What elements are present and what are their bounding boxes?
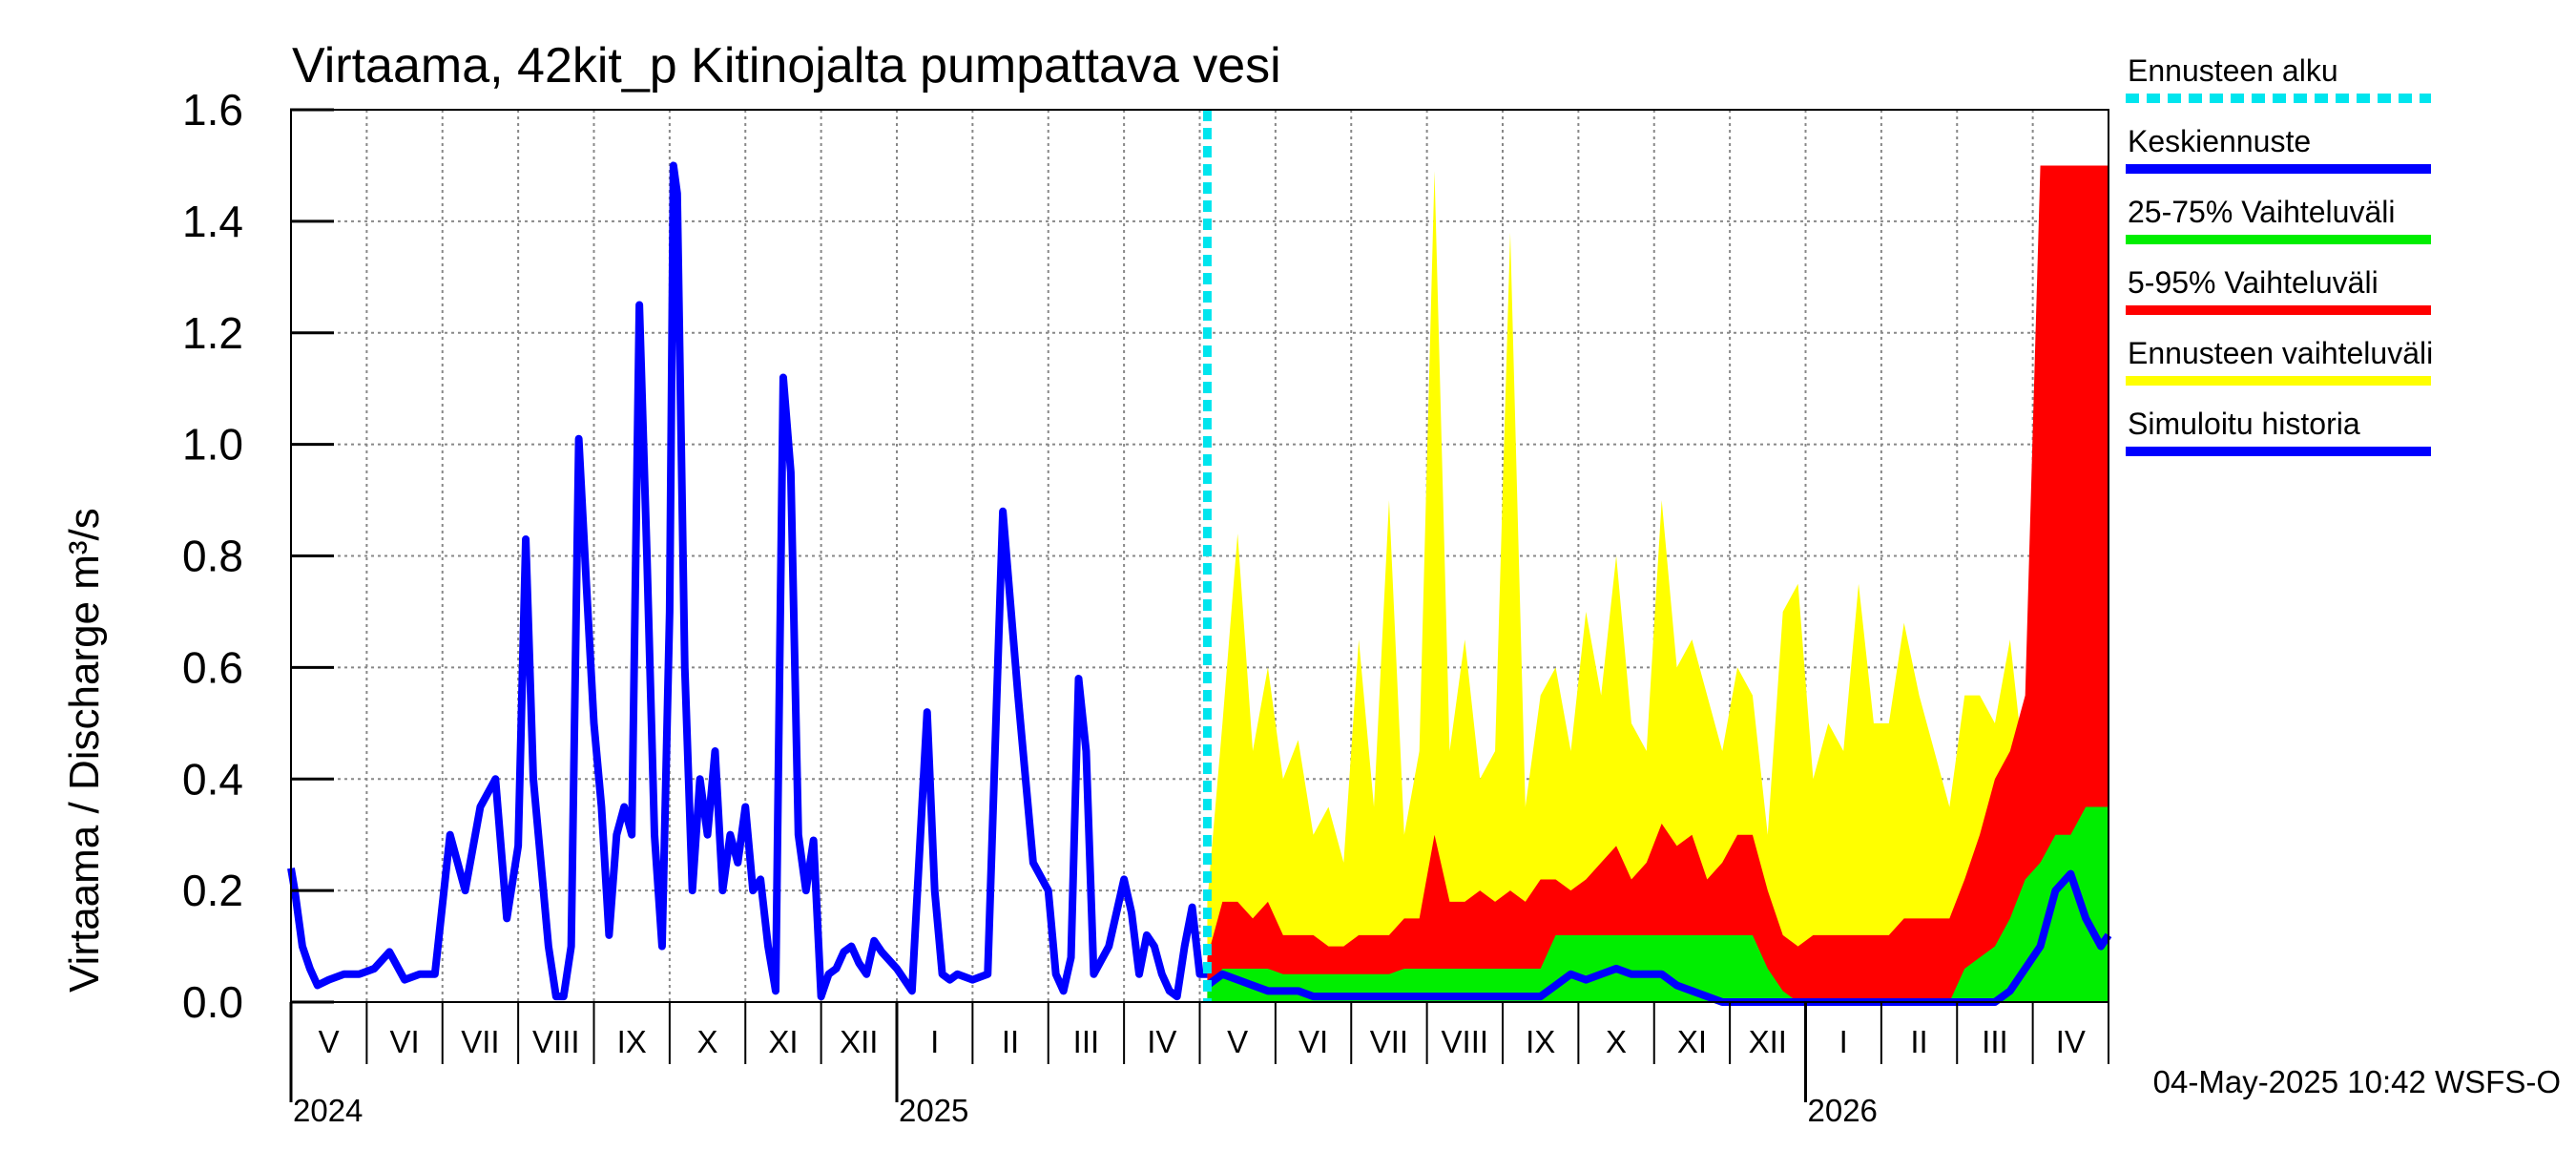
y-tick-label: 1.2	[182, 308, 243, 358]
x-month-label: III	[1073, 1024, 1100, 1059]
line-simuloitu-historia	[287, 161, 1208, 1001]
y-tick-label: 1.4	[182, 197, 243, 246]
x-year-label: 2025	[899, 1093, 968, 1128]
legend-label: 5-95% Vaihteluväli	[2128, 265, 2379, 300]
y-tick-label: 0.4	[182, 754, 243, 804]
y-tick-label: 0.0	[182, 977, 243, 1027]
legend-label: Ennusteen alku	[2128, 53, 2338, 88]
legend: Ennusteen alku Keskiennuste 25-75% Vaihtel…	[2126, 53, 2433, 456]
series-layer	[287, 110, 2112, 1006]
y-axis-label: Virtaama / Discharge m³/s	[61, 508, 108, 993]
y-tick-label: 1.6	[182, 85, 243, 135]
x-month-label: VIII	[1442, 1024, 1489, 1059]
legend-label: 25-75% Vaihteluväli	[2128, 195, 2395, 229]
x-month-label: VII	[461, 1024, 499, 1059]
x-month-label: VIII	[532, 1024, 580, 1059]
x-month-label: IX	[617, 1024, 647, 1059]
legend-label: Keskiennuste	[2128, 124, 2311, 158]
x-month-label: X	[697, 1024, 718, 1059]
x-month-label: II	[1910, 1024, 1927, 1059]
y-tick-label: 1.0	[182, 420, 243, 470]
axes: 0.00.20.40.60.81.01.21.41.6V VI VII VIII IX X…	[182, 85, 2109, 1128]
x-year-label: 2024	[293, 1093, 363, 1128]
x-month-label: IX	[1526, 1024, 1555, 1059]
legend-label: Ennusteen vaihteluväli	[2128, 336, 2433, 370]
x-month-label: IV	[1147, 1024, 1176, 1059]
x-month-label: XII	[1749, 1024, 1787, 1059]
x-month-label: VI	[389, 1024, 419, 1059]
x-month-label: XI	[768, 1024, 798, 1059]
x-month-label: I	[930, 1024, 939, 1059]
legend-label: Simuloitu historia	[2128, 407, 2360, 441]
x-month-label: V	[1227, 1024, 1248, 1059]
footer-timestamp: 04-May-2025 10:42 WSFS-O	[2153, 1064, 2561, 1099]
x-month-label: XII	[840, 1024, 878, 1059]
x-year-label: 2026	[1808, 1093, 1878, 1128]
chart-title: Virtaama, 42kit_p Kitinojalta pumpattava…	[292, 38, 1281, 94]
x-month-label: V	[319, 1024, 340, 1059]
x-month-label: II	[1002, 1024, 1019, 1059]
x-month-label: X	[1606, 1024, 1627, 1059]
x-month-label: IV	[2056, 1024, 2086, 1059]
x-month-label: XI	[1677, 1024, 1707, 1059]
band-ennusteen-vaihteluv-li	[1207, 165, 2109, 1002]
x-month-label: VI	[1298, 1024, 1328, 1059]
x-month-label: III	[1982, 1024, 2008, 1059]
y-tick-label: 0.8	[182, 532, 243, 581]
x-month-label: I	[1839, 1024, 1848, 1059]
y-tick-label: 0.2	[182, 866, 243, 915]
y-tick-label: 0.6	[182, 642, 243, 692]
x-month-label: VII	[1370, 1024, 1408, 1059]
